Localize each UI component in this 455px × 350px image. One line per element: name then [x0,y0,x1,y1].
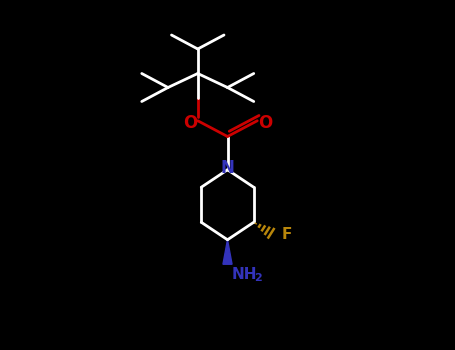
Text: O: O [183,113,197,132]
Text: 2: 2 [254,273,262,282]
Text: N: N [221,159,234,177]
Polygon shape [223,240,232,264]
Text: F: F [282,227,292,242]
Text: O: O [258,113,272,132]
Text: NH: NH [232,267,257,282]
